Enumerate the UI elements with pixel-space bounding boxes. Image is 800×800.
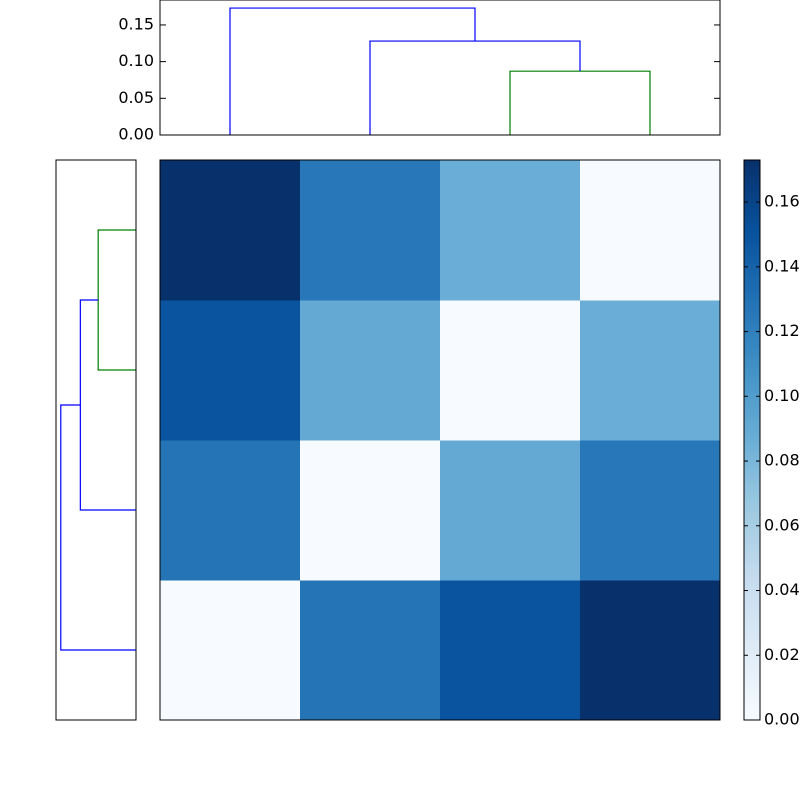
colorbar-tick-label: 0.14 [764,256,800,275]
heatmap-cell [160,300,301,441]
dendrogram-link [79,299,136,511]
dendrogram-link [369,40,581,135]
y-tick-label: 0.10 [118,51,154,70]
heatmap-cell [440,440,581,581]
colorbar-tick-label: 0.04 [764,580,800,599]
colorbar-tick-label: 0.16 [764,192,800,211]
heatmap-cell [580,160,721,301]
dendrogram-link [60,404,136,651]
heatmap-cell [300,300,441,441]
colorbar [743,159,761,721]
heatmap-cell [160,440,301,581]
heatmap-cell [300,440,441,581]
y-tick-label: 0.05 [118,88,154,107]
colorbar-tick-label: 0.02 [764,645,800,664]
axes-frame [55,159,137,721]
y-tick-label: 0.00 [118,125,154,144]
heatmap-cell [160,580,301,721]
dendrogram-link [229,7,476,135]
axes-frame [159,159,721,721]
heatmap-cell [440,300,581,441]
colorbar-tick-label: 0.08 [764,451,800,470]
heatmap-cell [580,580,721,721]
heatmap-cell [300,580,441,721]
dendrogram-link [97,229,136,371]
heatmap-cell [440,160,581,301]
heatmap-cell [440,580,581,721]
heatmap-cell [160,160,301,301]
colorbar-tick-label: 0.00 [764,710,800,729]
heatmap-cell [580,300,721,441]
colorbar-tick-label: 0.06 [764,515,800,534]
dendrogram-link [509,70,651,135]
heatmap-cell [300,160,441,301]
heatmap-cell [580,440,721,581]
axes-frame [159,0,721,136]
colorbar-tick-label: 0.10 [764,386,800,405]
y-tick-label: 0.15 [118,14,154,33]
colorbar-tick-label: 0.12 [764,321,800,340]
